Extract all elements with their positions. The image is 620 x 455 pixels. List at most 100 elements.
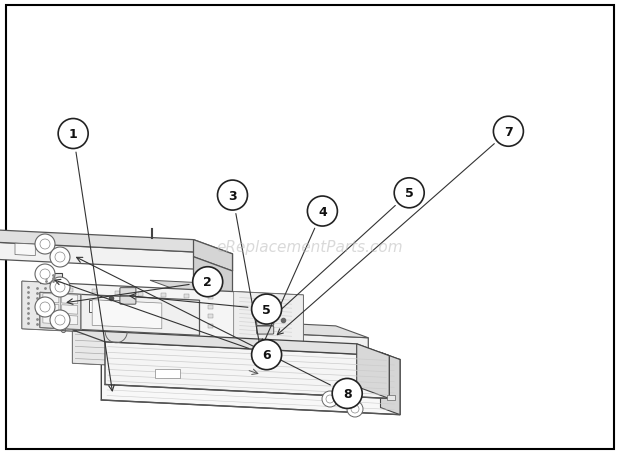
FancyBboxPatch shape xyxy=(208,314,213,318)
Text: 5: 5 xyxy=(262,303,271,316)
Circle shape xyxy=(351,405,359,413)
Circle shape xyxy=(58,119,88,149)
Circle shape xyxy=(50,248,70,268)
FancyBboxPatch shape xyxy=(388,394,395,399)
Circle shape xyxy=(55,315,65,325)
Circle shape xyxy=(55,253,65,263)
FancyBboxPatch shape xyxy=(115,319,120,324)
Polygon shape xyxy=(381,353,400,415)
Polygon shape xyxy=(73,324,368,378)
FancyBboxPatch shape xyxy=(138,302,143,305)
Text: 1: 1 xyxy=(69,128,78,141)
Polygon shape xyxy=(193,257,232,297)
Circle shape xyxy=(35,234,55,254)
Polygon shape xyxy=(82,338,400,360)
Polygon shape xyxy=(193,240,232,271)
Circle shape xyxy=(347,401,363,417)
Circle shape xyxy=(50,310,70,330)
FancyBboxPatch shape xyxy=(68,298,73,302)
FancyBboxPatch shape xyxy=(257,318,273,326)
Polygon shape xyxy=(185,342,241,349)
FancyBboxPatch shape xyxy=(115,300,120,304)
FancyBboxPatch shape xyxy=(120,288,136,296)
FancyBboxPatch shape xyxy=(208,295,213,299)
FancyBboxPatch shape xyxy=(184,294,189,298)
Text: eReplacementParts.com: eReplacementParts.com xyxy=(216,240,404,255)
FancyBboxPatch shape xyxy=(120,297,136,304)
FancyBboxPatch shape xyxy=(161,303,166,307)
Circle shape xyxy=(40,269,50,279)
Polygon shape xyxy=(22,282,303,343)
Text: 6: 6 xyxy=(262,349,271,361)
Polygon shape xyxy=(0,240,232,271)
Text: 8: 8 xyxy=(343,387,352,400)
Polygon shape xyxy=(62,305,78,314)
Text: 5: 5 xyxy=(405,187,414,200)
Polygon shape xyxy=(234,292,303,343)
Polygon shape xyxy=(40,312,368,338)
FancyBboxPatch shape xyxy=(115,310,120,314)
FancyBboxPatch shape xyxy=(68,288,73,293)
Circle shape xyxy=(35,298,55,317)
Circle shape xyxy=(35,264,55,284)
FancyBboxPatch shape xyxy=(92,299,97,303)
Polygon shape xyxy=(150,281,232,297)
FancyBboxPatch shape xyxy=(138,311,143,315)
Polygon shape xyxy=(40,293,200,336)
FancyBboxPatch shape xyxy=(68,317,73,321)
FancyBboxPatch shape xyxy=(40,274,62,284)
Circle shape xyxy=(394,178,424,208)
FancyBboxPatch shape xyxy=(68,308,73,312)
FancyBboxPatch shape xyxy=(138,292,143,296)
Polygon shape xyxy=(105,342,389,399)
Polygon shape xyxy=(73,324,116,365)
Circle shape xyxy=(326,395,334,403)
FancyBboxPatch shape xyxy=(184,313,189,317)
Polygon shape xyxy=(101,345,400,415)
Polygon shape xyxy=(185,360,241,368)
Polygon shape xyxy=(92,300,162,329)
Text: 2: 2 xyxy=(203,276,212,288)
Polygon shape xyxy=(185,354,241,362)
FancyBboxPatch shape xyxy=(138,320,143,324)
Circle shape xyxy=(40,302,50,312)
Circle shape xyxy=(252,294,281,324)
FancyBboxPatch shape xyxy=(89,301,127,313)
Polygon shape xyxy=(0,226,232,254)
Text: 7: 7 xyxy=(504,126,513,138)
FancyBboxPatch shape xyxy=(161,322,166,326)
Polygon shape xyxy=(43,294,59,303)
Circle shape xyxy=(252,340,281,370)
FancyBboxPatch shape xyxy=(155,369,180,378)
FancyBboxPatch shape xyxy=(257,326,273,334)
Polygon shape xyxy=(185,348,241,355)
Polygon shape xyxy=(183,340,247,372)
Polygon shape xyxy=(62,295,78,304)
FancyBboxPatch shape xyxy=(92,309,97,313)
Circle shape xyxy=(40,239,50,249)
Circle shape xyxy=(218,181,247,211)
Text: 3: 3 xyxy=(228,189,237,202)
FancyBboxPatch shape xyxy=(115,291,120,295)
FancyBboxPatch shape xyxy=(161,312,166,316)
FancyBboxPatch shape xyxy=(161,293,166,297)
Circle shape xyxy=(494,117,523,147)
FancyBboxPatch shape xyxy=(208,324,213,328)
Circle shape xyxy=(50,278,70,298)
Polygon shape xyxy=(15,243,35,256)
FancyBboxPatch shape xyxy=(208,305,213,309)
Polygon shape xyxy=(43,315,59,324)
FancyBboxPatch shape xyxy=(175,379,205,387)
Polygon shape xyxy=(356,344,389,399)
Circle shape xyxy=(322,391,338,407)
FancyBboxPatch shape xyxy=(184,304,189,308)
FancyBboxPatch shape xyxy=(92,318,97,322)
Polygon shape xyxy=(40,293,81,330)
Text: 4: 4 xyxy=(318,205,327,218)
Polygon shape xyxy=(73,330,389,356)
FancyBboxPatch shape xyxy=(184,323,189,327)
FancyBboxPatch shape xyxy=(92,290,97,294)
FancyBboxPatch shape xyxy=(6,6,614,449)
Polygon shape xyxy=(43,304,59,313)
Circle shape xyxy=(332,379,362,409)
